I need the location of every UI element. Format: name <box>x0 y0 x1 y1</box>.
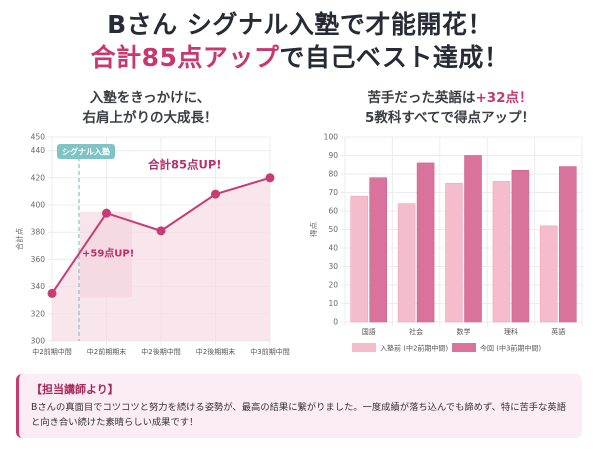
join-badge <box>57 144 115 159</box>
bar-chart-title-pre: 苦手だった英語は <box>367 90 476 106</box>
teacher-note: 【担当講師より】 Bさんの真面目でコツコツと努力を続ける姿勢が、最高の結果に繋が… <box>16 374 582 438</box>
y-axis-label: 合計点 <box>14 227 24 250</box>
x-tick-label: 英語 <box>551 327 565 336</box>
teacher-note-body: Bさんの真面目でコツコツと努力を続ける姿勢が、最高の結果に繋がりました。一度成績… <box>31 402 566 428</box>
y-tick-label: 100 <box>324 133 339 142</box>
bar-after <box>511 170 530 323</box>
bar-before <box>397 203 416 323</box>
headline-accent: 合計85点アップ <box>90 43 280 72</box>
jump-annotation: +59点UP! <box>82 247 134 260</box>
x-tick-label: 中3前期中間 <box>250 347 289 356</box>
y-tick-label: 10 <box>328 299 338 308</box>
y-tick-label: 450 <box>31 133 46 142</box>
highlight-box <box>80 211 132 298</box>
line-chart-title-2: 右肩上がりの大成長！ <box>82 110 218 126</box>
y-tick-label: 340 <box>31 282 46 291</box>
y-tick-label: 90 <box>328 151 338 160</box>
y-tick-label: 300 <box>31 337 46 346</box>
legend-label-before: 入塾前 (中2前期中間) <box>380 344 448 353</box>
y-tick-label: 440 <box>31 146 46 155</box>
bar-before <box>445 182 463 323</box>
y-tick-label: 60 <box>328 207 338 216</box>
bar-chart-title-1: 苦手だった英語は+32点！ <box>300 88 600 108</box>
y-tick-label: 320 <box>31 309 46 318</box>
legend-swatch-before <box>352 343 376 352</box>
y-tick-label: 50 <box>328 225 338 234</box>
legend-label-after: 今回 (中3前期中間) <box>480 344 541 353</box>
bar-before <box>350 195 369 323</box>
headline-rest: で自己ベスト達成！ <box>279 43 510 72</box>
data-point <box>156 226 166 236</box>
y-tick-label: 40 <box>328 244 338 253</box>
x-tick-label: 中2後期中間 <box>141 347 180 356</box>
y-tick-label: 30 <box>328 262 338 271</box>
y-tick-label: 380 <box>31 228 46 237</box>
bar-chart-title-2: 5教科すべてで得点アップ！ <box>365 110 535 126</box>
total-annotation: 合計85点UP! <box>148 157 222 171</box>
bar-after <box>369 177 388 323</box>
x-tick-label: 中2前期期末 <box>87 347 126 356</box>
data-point <box>47 288 57 298</box>
legend-swatch-after <box>452 343 476 352</box>
teacher-note-heading: 【担当講師より】 <box>31 383 119 396</box>
x-tick-label: 中2後期期末 <box>196 347 235 356</box>
data-point <box>211 189 220 199</box>
x-tick-label: 国語 <box>362 327 376 336</box>
bar-after <box>416 162 435 323</box>
x-tick-label: 社会 <box>409 327 423 336</box>
headline-line1: Bさん シグナル入塾で才能開花！ <box>107 10 493 39</box>
data-point <box>102 208 111 218</box>
headline: Bさん シグナル入塾で才能開花！ 合計85点アップで自己ベスト達成！ <box>0 8 600 74</box>
line-chart-title: 入塾をきっかけに、 右肩上がりの大成長！ <box>0 88 300 128</box>
y-tick-label: 70 <box>328 188 338 197</box>
y-tick-label: 20 <box>328 281 338 290</box>
bar-after <box>558 166 577 323</box>
bar-before <box>539 225 558 323</box>
y-tick-label: 400 <box>31 201 46 210</box>
x-tick-label: 中2前期中間 <box>32 347 71 356</box>
y-tick-label: 420 <box>31 173 46 182</box>
headline-line2: 合計85点アップで自己ベスト達成！ <box>0 41 600 74</box>
x-tick-label: 数学 <box>457 327 471 336</box>
y-tick-label: 80 <box>328 170 338 179</box>
bar-chart-title-accent: +32点！ <box>475 90 533 106</box>
x-tick-label: 理科 <box>504 327 518 336</box>
bar-before <box>492 181 511 323</box>
y-tick-label: 0 <box>333 318 338 327</box>
bar-after <box>464 155 482 323</box>
join-badge-label: シグナル入塾 <box>62 147 110 157</box>
data-point <box>265 173 275 183</box>
line-chart-title-1: 入塾をきっかけに、 <box>89 90 211 106</box>
y-axis-label: 得点 <box>308 222 318 237</box>
y-tick-label: 360 <box>31 255 46 264</box>
bar-chart-title: 苦手だった英語は+32点！ 5教科すべてで得点アップ！ <box>300 88 600 128</box>
